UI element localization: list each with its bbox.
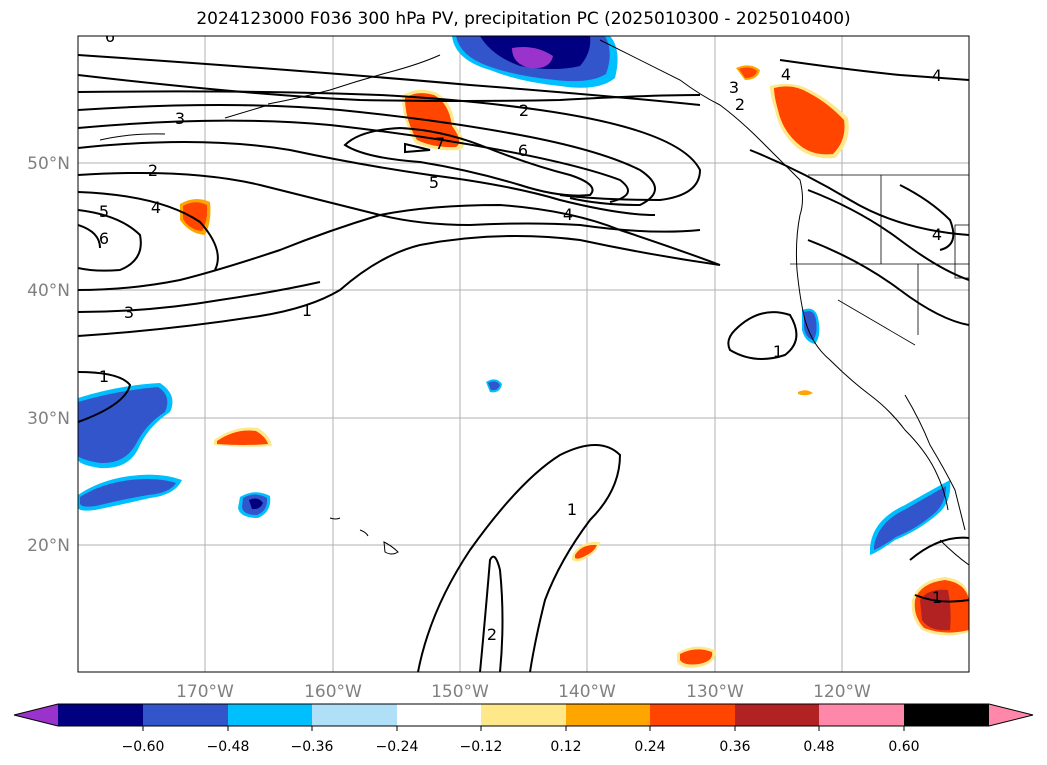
pv-contours <box>78 54 969 672</box>
contour-label: 4 <box>781 65 791 84</box>
map-frame <box>77 35 970 673</box>
contour-label: 3 <box>175 109 185 128</box>
lat-label: 20°N <box>27 536 70 556</box>
latitude-labels: 50°N 40°N 30°N 20°N <box>27 154 70 556</box>
colorbar-tick-label: 0.60 <box>888 739 919 755</box>
colorbar-extend-max <box>989 704 1033 726</box>
contour-label: 4 <box>932 225 942 244</box>
lon-label: 130°W <box>686 682 744 702</box>
contour-label: 1 <box>99 367 109 386</box>
coastlines <box>99 39 969 566</box>
contour-label: 6 <box>105 27 115 46</box>
lon-label: 140°W <box>558 682 616 702</box>
contour-label: 4 <box>563 205 573 224</box>
contour-label: 3 <box>729 78 739 97</box>
contour-label: 1 <box>932 588 942 607</box>
colorbar: −0.60 −0.48 −0.36 −0.24 −0.12 0.12 0.24 … <box>13 703 1034 755</box>
colorbar-segment <box>735 704 819 726</box>
colorbar-tick-label: −0.12 <box>460 739 503 755</box>
longitude-labels: 170°W 160°W 150°W 140°W 130°W 120°W <box>176 682 871 702</box>
map-area: 6 3 2 5 4 6 3 1 2 6 7 5 4 1 3 2 4 4 4 1 … <box>78 27 969 672</box>
borders <box>790 174 969 346</box>
map-title: 2024123000 F036 300 hPa PV, precipitatio… <box>196 9 851 29</box>
contour-label: 2 <box>487 625 497 644</box>
colorbar-extend-min <box>14 704 58 726</box>
contour-label: 5 <box>429 173 439 192</box>
lon-label: 170°W <box>176 682 234 702</box>
colorbar-segment <box>650 704 735 726</box>
colorbar-segment <box>566 704 650 726</box>
contour-label: 7 <box>435 134 445 153</box>
lat-label: 30°N <box>27 409 70 429</box>
precip-negative-areas <box>78 36 951 555</box>
colorbar-tick-label: −0.60 <box>122 739 165 755</box>
colorbar-segment <box>481 704 566 726</box>
contour-label: 2 <box>519 101 529 120</box>
colorbar-segment <box>312 704 397 726</box>
contour-label: 6 <box>518 141 528 160</box>
colorbar-segment <box>58 704 143 726</box>
colorbar-segment <box>228 704 312 726</box>
colorbar-tick-label: −0.48 <box>207 739 250 755</box>
colorbar-segment <box>819 704 904 726</box>
contour-label: 1 <box>567 500 577 519</box>
colorbar-tick-label: −0.24 <box>376 739 419 755</box>
contour-labels: 6 3 2 5 4 6 3 1 2 6 7 5 4 1 3 2 4 4 4 1 … <box>99 27 942 644</box>
colorbar-tick-label: 0.36 <box>719 739 750 755</box>
lat-label: 40°N <box>27 281 70 301</box>
colorbar-tick-label: 0.12 <box>550 739 581 755</box>
contour-label: 4 <box>932 66 942 85</box>
colorbar-segment <box>143 704 228 726</box>
lon-label: 150°W <box>431 682 489 702</box>
colorbar-tick-label: 0.24 <box>634 739 665 755</box>
contour-label: 3 <box>124 303 134 322</box>
colorbar-tick-label: 0.48 <box>803 739 834 755</box>
lon-label: 160°W <box>304 682 362 702</box>
colorbar-tick-label: −0.36 <box>291 739 334 755</box>
contour-label: 5 <box>99 202 109 221</box>
contour-label: 1 <box>302 301 312 320</box>
contour-label: 6 <box>99 229 109 248</box>
contour-label: 1 <box>773 342 783 361</box>
colorbar-segment <box>397 704 481 726</box>
contour-label: 4 <box>151 198 161 217</box>
colorbar-segment <box>904 704 989 726</box>
contour-label: 2 <box>148 161 158 180</box>
lon-label: 120°W <box>813 682 871 702</box>
lat-label: 50°N <box>27 154 70 174</box>
contour-label: 2 <box>735 95 745 114</box>
